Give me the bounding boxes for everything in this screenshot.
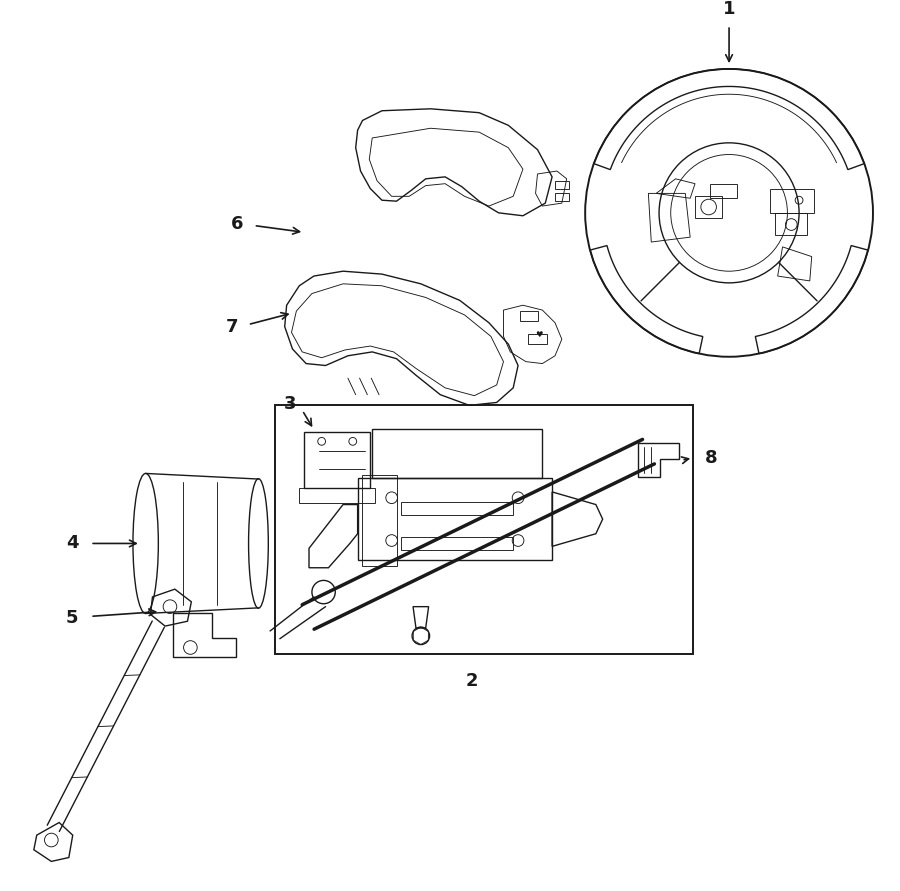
Text: ♥: ♥ (536, 330, 544, 339)
Bar (555, 181, 569, 189)
Text: 4: 4 (66, 535, 78, 552)
Bar (527, 334, 547, 344)
Text: 8: 8 (705, 449, 717, 467)
Bar (401, 502, 513, 515)
Bar (275, 405, 693, 654)
Bar (709, 184, 737, 199)
Text: 6: 6 (231, 215, 244, 233)
Text: 1: 1 (723, 0, 735, 19)
Text: 3: 3 (284, 396, 296, 413)
Bar (695, 196, 723, 217)
Text: 2: 2 (465, 672, 478, 690)
Bar (555, 193, 569, 201)
Text: 7: 7 (226, 317, 238, 336)
Bar (401, 536, 513, 551)
Text: 5: 5 (66, 609, 78, 627)
Bar (520, 311, 537, 321)
